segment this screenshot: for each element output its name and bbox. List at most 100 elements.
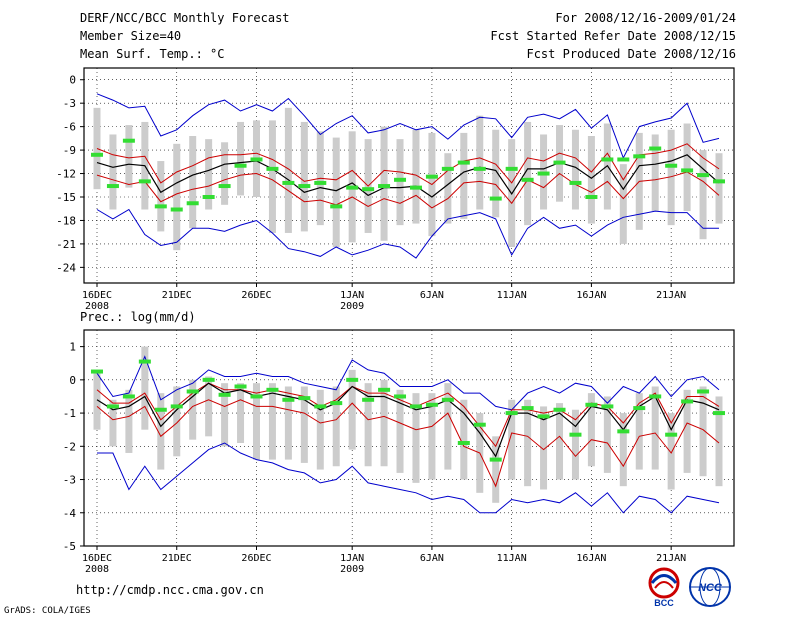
x-tick-label: 21DEC	[162, 290, 192, 301]
observed-marker	[569, 180, 582, 185]
line-upper-quartile	[96, 143, 720, 187]
observed-marker	[473, 422, 486, 427]
spread-box	[237, 383, 245, 443]
observed-marker	[314, 404, 327, 409]
observed-marker	[633, 406, 646, 411]
spread-box	[396, 389, 404, 473]
x-tick-label: 11JAN	[497, 290, 527, 301]
x-tick-label: 16JAN	[576, 553, 606, 564]
spread-box	[237, 121, 245, 196]
observed-marker	[122, 394, 135, 399]
spread-box	[396, 139, 404, 226]
spread-box	[476, 115, 484, 210]
bcc-logo-icon: BCC	[648, 567, 680, 608]
forecast-period: For 2008/12/16-2009/01/24	[555, 11, 736, 25]
spread-box	[619, 413, 627, 487]
observed-marker	[649, 394, 662, 399]
y-tick-label: -21	[56, 238, 76, 251]
spread-box	[380, 379, 388, 467]
observed-marker	[553, 160, 566, 165]
observed-marker	[425, 174, 438, 179]
spread-box	[300, 386, 308, 463]
observed-marker	[473, 166, 486, 171]
spread-box	[524, 121, 532, 226]
observed-marker	[330, 401, 343, 406]
observed-marker	[122, 138, 135, 143]
fcst-produced-date: Fcst Produced Date 2008/12/16	[526, 47, 736, 61]
observed-marker	[617, 157, 630, 162]
observed-marker	[521, 177, 534, 182]
observed-marker	[394, 177, 407, 182]
line-ensemble-median	[96, 382, 720, 458]
y-tick-label: -1	[63, 407, 76, 420]
spread-box	[300, 121, 308, 232]
spread-box	[364, 383, 372, 467]
spread-box	[460, 399, 468, 480]
observed-marker	[282, 397, 295, 402]
source-url[interactable]: http://cmdp.ncc.cma.gov.cn	[76, 583, 264, 597]
fcst-started-date: Fcst Started Refer Date 2008/12/15	[490, 29, 736, 43]
x-tick-year: 2009	[340, 301, 364, 312]
observed-marker	[186, 389, 199, 394]
observed-marker	[91, 152, 103, 157]
spread-box	[205, 376, 213, 437]
observed-marker	[170, 207, 183, 212]
x-tick-label: 16DEC	[82, 290, 112, 301]
x-tick-year: 2008	[85, 301, 109, 312]
x-tick-label: 26DEC	[241, 290, 271, 301]
spread-box	[667, 129, 675, 226]
spread-box	[683, 389, 691, 473]
spread-box	[428, 393, 436, 480]
observed-marker	[457, 440, 470, 445]
observed-marker	[665, 432, 678, 437]
spread-box	[699, 150, 707, 240]
spread-box	[571, 129, 579, 210]
spread-box	[221, 142, 229, 205]
spread-box	[667, 413, 675, 490]
spread-box	[125, 389, 133, 453]
spread-box	[205, 139, 213, 210]
observed-marker	[601, 157, 614, 162]
observed-marker	[298, 396, 311, 401]
observed-marker	[441, 397, 454, 402]
x-tick-label: 16DEC	[82, 553, 112, 564]
observed-marker	[681, 168, 694, 173]
observed-marker	[505, 166, 518, 171]
spread-box	[141, 346, 149, 430]
spread-box	[268, 120, 276, 233]
line-ensemble-median	[96, 154, 720, 198]
observed-marker	[569, 432, 582, 437]
x-tick-label: 6JAN	[420, 290, 444, 301]
x-tick-year: 2009	[340, 564, 364, 575]
spread-box	[157, 393, 165, 470]
line-ensemble-min	[97, 442, 720, 514]
spread-box	[635, 393, 643, 470]
observed-marker	[170, 404, 183, 409]
spread-box	[125, 125, 133, 188]
observed-marker	[378, 184, 391, 189]
y-tick-label: -12	[56, 168, 76, 181]
spread-box	[651, 386, 659, 470]
spread-box	[556, 403, 564, 480]
observed-marker	[218, 184, 231, 189]
spread-box	[332, 386, 340, 467]
observed-marker	[314, 180, 327, 185]
x-tick-label: 11JAN	[497, 553, 527, 564]
x-tick-label: 1JAN	[340, 553, 364, 564]
observed-marker	[202, 377, 215, 382]
spread-box	[157, 161, 165, 232]
observed-marker	[553, 407, 566, 412]
y-tick-label: 0	[69, 74, 76, 87]
observed-marker	[106, 404, 119, 409]
observed-marker	[713, 411, 725, 416]
observed-marker	[697, 173, 710, 178]
plot-frame	[83, 329, 735, 547]
observed-marker	[697, 389, 710, 394]
spread-box	[268, 383, 276, 460]
y-tick-label: -15	[56, 191, 76, 204]
spread-box	[109, 399, 117, 447]
observed-marker	[218, 392, 231, 397]
observed-marker	[154, 204, 167, 209]
spread-box	[444, 383, 452, 470]
